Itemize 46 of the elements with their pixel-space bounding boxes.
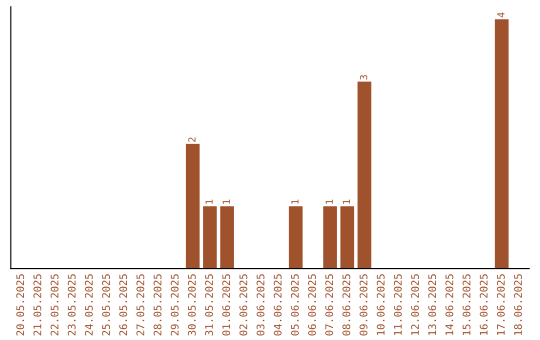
- bar: [203, 206, 217, 269]
- x-tick-label: 12.06.2025: [411, 274, 419, 335]
- x-tick-label: 07.06.2025: [325, 274, 334, 336]
- bar: [186, 144, 200, 269]
- x-tick-label: 05.06.2025: [290, 274, 299, 336]
- x-tick-label: 08.06.2025: [342, 274, 350, 336]
- x-tick-label: 09.06.2025: [360, 274, 368, 336]
- bar: [220, 206, 234, 269]
- x-tick-label: 06.06.2025: [308, 274, 316, 336]
- x-tick-label: 23.05.2025: [68, 274, 76, 336]
- bar: [323, 206, 337, 269]
- data-label: 1: [326, 200, 333, 204]
- x-tick-label: 16.06.2025: [480, 274, 488, 335]
- x-tick-label: 31.05.2025: [205, 274, 213, 336]
- bar: [340, 206, 354, 269]
- x-tick-label: 24.05.2025: [84, 274, 93, 336]
- x-tick-label: 27.05.2025: [136, 274, 144, 336]
- x-tick-label: 15.06.2025: [462, 274, 470, 335]
- x-tick-label: 14.06.2025: [445, 274, 454, 335]
- x-tick-label: 21.05.2025: [33, 274, 42, 336]
- x-tick-label: 28.05.2025: [154, 274, 162, 336]
- x-tick-label: 02.06.2025: [239, 274, 248, 336]
- x-tick-label: 20.05.2025: [16, 274, 24, 336]
- x-tick-label: 17.06.2025: [496, 274, 505, 335]
- x-tick-label: 25.05.2025: [102, 274, 110, 336]
- data-label: 2: [188, 138, 196, 142]
- data-label: 4: [497, 12, 504, 18]
- x-tick-label: 04.06.2025: [274, 274, 282, 336]
- data-label: 1: [342, 200, 350, 204]
- x-tick-label: 10.06.2025: [376, 274, 385, 335]
- x-tick-label: 26.05.2025: [119, 274, 128, 336]
- data-label: 1: [291, 200, 298, 204]
- bar: [288, 206, 303, 269]
- bar: [358, 82, 372, 269]
- x-tick-label: 29.05.2025: [170, 274, 179, 336]
- data-label: 1: [206, 200, 213, 204]
- x-tick-label: 30.05.2025: [188, 274, 196, 336]
- x-tick-label: 18.06.2025: [514, 274, 522, 335]
- x-tick-label: 03.06.2025: [256, 274, 264, 336]
- x-tick-label: 01.06.2025: [222, 274, 230, 336]
- data-label: 3: [360, 75, 368, 80]
- x-tick-label: 13.06.2025: [428, 274, 436, 335]
- x-tick-label: 22.05.2025: [50, 274, 58, 336]
- x-tick-label: 11.06.2025: [394, 274, 402, 335]
- bar: [494, 19, 509, 269]
- data-label: 1: [222, 200, 230, 204]
